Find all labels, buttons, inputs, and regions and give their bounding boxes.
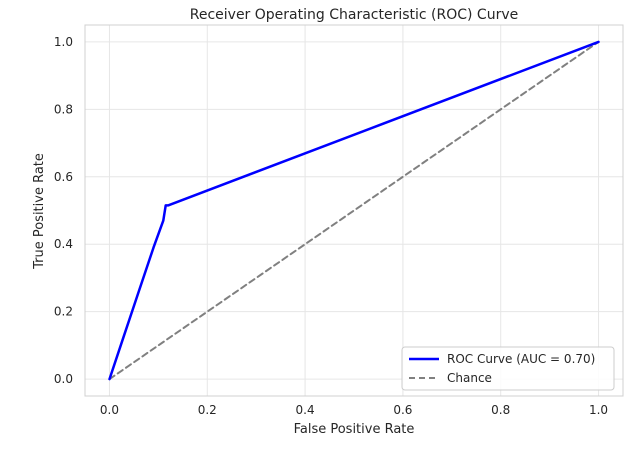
y-tick-label: 0.6 <box>54 170 73 184</box>
y-axis-ticks: 0.0 0.2 0.4 0.6 0.8 1.0 <box>54 35 73 386</box>
x-tick-label: 0.6 <box>393 403 412 417</box>
y-tick-label: 1.0 <box>54 35 73 49</box>
chance-line <box>108 40 600 381</box>
legend: ROC Curve (AUC = 0.70) Chance <box>401 346 615 391</box>
x-tick-label: 0.0 <box>100 403 119 417</box>
legend-box <box>401 346 615 391</box>
roc-curve-line <box>108 40 600 381</box>
x-tick-label: 0.2 <box>198 403 217 417</box>
y-tick-label: 0.2 <box>54 305 73 319</box>
plot-frame <box>84 24 624 397</box>
legend-label-chance: Chance <box>447 371 492 385</box>
x-tick-label: 0.8 <box>491 403 510 417</box>
y-tick-label: 0.8 <box>54 102 73 116</box>
y-tick-label: 0.4 <box>54 237 73 251</box>
series-layer <box>108 40 600 381</box>
y-axis-label: True Positive Rate <box>32 153 47 270</box>
chart-title: Receiver Operating Characteristic (ROC) … <box>190 7 519 23</box>
grid <box>85 25 623 396</box>
y-tick-label: 0.0 <box>54 372 73 386</box>
x-tick-label: 0.4 <box>296 403 315 417</box>
x-axis-ticks: 0.0 0.2 0.4 0.6 0.8 1.0 <box>100 403 608 417</box>
legend-label-roc: ROC Curve (AUC = 0.70) <box>447 352 595 366</box>
x-axis-label: False Positive Rate <box>294 422 415 437</box>
x-tick-label: 1.0 <box>589 403 608 417</box>
